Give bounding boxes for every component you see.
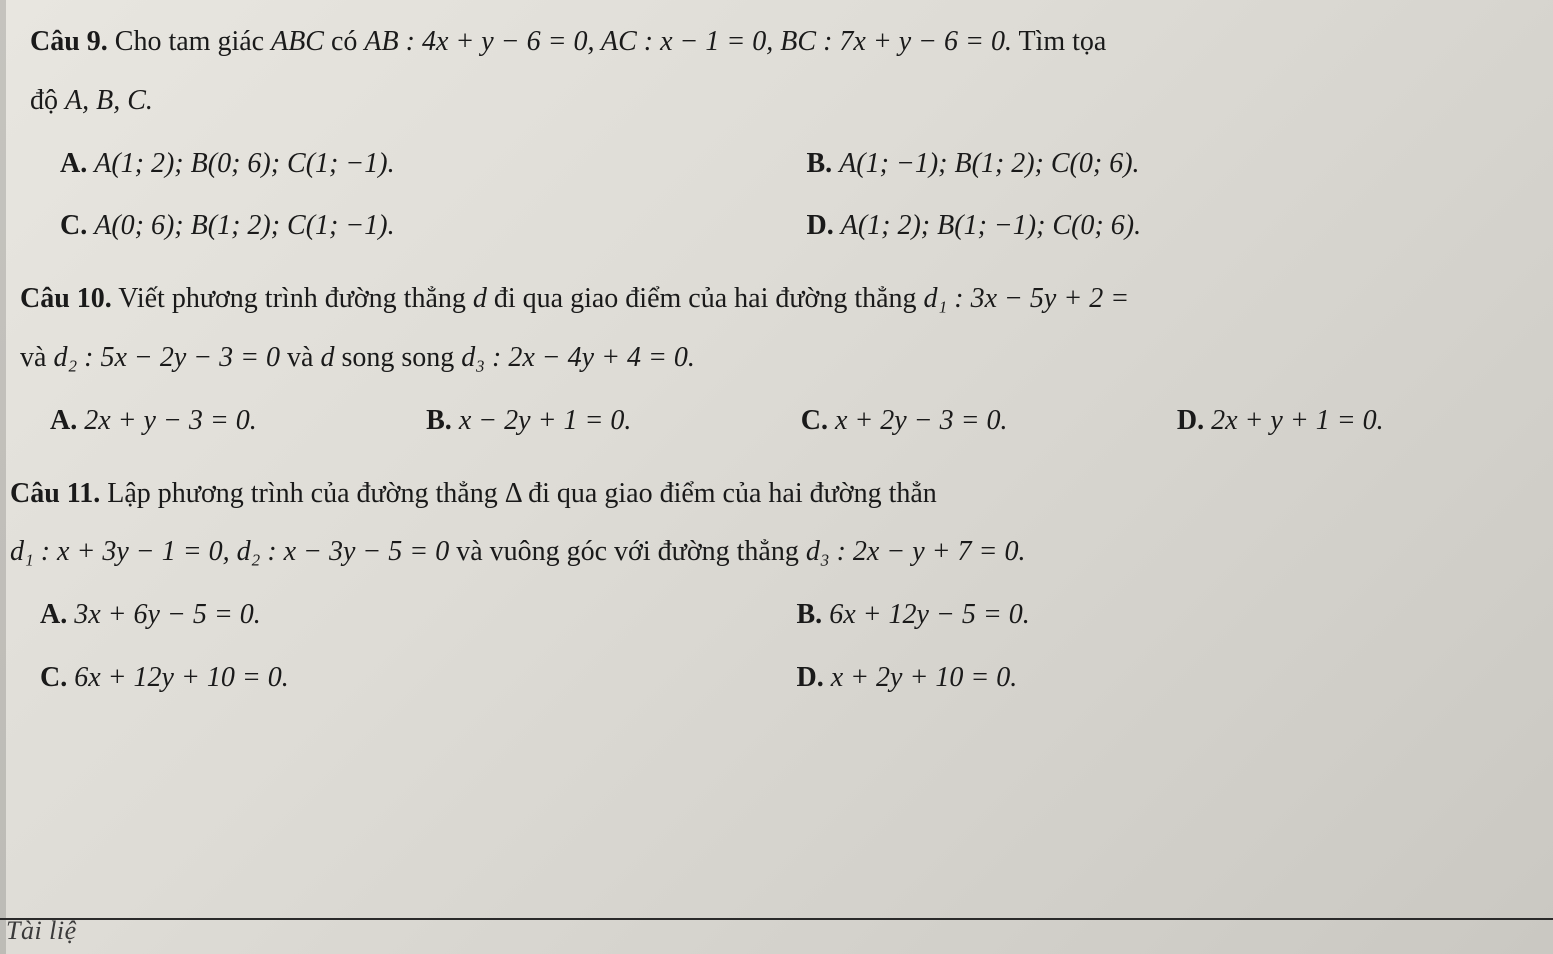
- question-10-options: A. 2x + y − 3 = 0. B. x − 2y + 1 = 0. C.…: [20, 399, 1513, 444]
- option-text: 2x + y − 3 = 0.: [84, 405, 257, 436]
- option-label: A.: [40, 599, 67, 630]
- question-10-text-b: đi qua giao điểm của hai đường thẳng: [487, 283, 924, 314]
- question-10-l2d: d: [320, 342, 334, 373]
- option-text: 3x + 6y − 5 = 0.: [74, 599, 261, 630]
- question-10-option-a: A. 2x + y − 3 = 0.: [50, 399, 386, 444]
- question-10-d1: d₁ : 3x − 5y + 2 =: [924, 283, 1130, 314]
- question-10: Câu 10. Viết phương trình đường thẳng d …: [20, 277, 1513, 443]
- option-label: C.: [801, 405, 828, 436]
- question-9-text-b: có: [324, 26, 364, 57]
- question-9-options: A. A(1; 2); B(0; 6); C(1; −1). B. A(1; −…: [30, 142, 1513, 250]
- question-9: Câu 9. Cho tam giác ABC có AB : 4x + y −…: [30, 20, 1513, 249]
- question-10-l2b: d₂ : 5x − 2y − 3 = 0: [53, 342, 280, 373]
- question-11-option-b: B. 6x + 12y − 5 = 0.: [797, 593, 1514, 638]
- question-10-l2c: và: [280, 342, 320, 373]
- question-9-line1: Câu 9. Cho tam giác ABC có AB : 4x + y −…: [30, 20, 1513, 65]
- option-label: C.: [40, 662, 67, 693]
- option-text: A(1; 2); B(1; −1); C(0; 6).: [841, 210, 1141, 241]
- question-10-l2e: song song: [334, 342, 461, 373]
- option-label: B.: [807, 148, 833, 179]
- question-9-label: Câu 9.: [30, 26, 108, 57]
- option-text: 6x + 12y + 10 = 0.: [74, 662, 289, 693]
- option-label: D.: [797, 662, 824, 693]
- question-9-eq: AB : 4x + y − 6 = 0, AC : x − 1 = 0, BC …: [364, 26, 1012, 57]
- question-11: Câu 11. Lập phương trình của đường thẳng…: [10, 472, 1513, 701]
- option-label: D.: [807, 210, 834, 241]
- question-11-label: Câu 11.: [10, 478, 100, 509]
- question-10-option-d: D. 2x + y + 1 = 0.: [1177, 399, 1513, 444]
- question-10-line1: Câu 10. Viết phương trình đường thẳng d …: [20, 277, 1513, 322]
- option-label: C.: [60, 210, 87, 241]
- question-11-option-d: D. x + 2y + 10 = 0.: [797, 656, 1514, 701]
- question-11-options: A. 3x + 6y − 5 = 0. B. 6x + 12y − 5 = 0.…: [10, 593, 1513, 701]
- question-10-option-b: B. x − 2y + 1 = 0.: [426, 399, 761, 444]
- question-11-l2c: d₃ : 2x − y + 7 = 0.: [806, 536, 1026, 567]
- question-10-l2f: d₃ : 2x − 4y + 4 = 0.: [461, 342, 695, 373]
- question-11-line1: Câu 11. Lập phương trình của đường thẳng…: [10, 472, 1513, 517]
- option-text: A(0; 6); B(1; 2); C(1; −1).: [94, 210, 394, 241]
- question-10-d: d: [473, 283, 487, 314]
- question-11-text-a: Lập phương trình của đường thẳng Δ đi qu…: [107, 478, 937, 509]
- question-9-option-b: B. A(1; −1); B(1; 2); C(0; 6).: [807, 142, 1514, 187]
- footer-text: Tài liệ: [6, 910, 77, 952]
- question-9-option-a: A. A(1; 2); B(0; 6); C(1; −1).: [60, 142, 767, 187]
- question-9-text-c: Tìm tọa: [1012, 26, 1106, 57]
- option-text: A(1; −1); B(1; 2); C(0; 6).: [839, 148, 1139, 179]
- question-10-text-a: Viết phương trình đường thẳng: [118, 283, 473, 314]
- option-text: 2x + y + 1 = 0.: [1211, 405, 1384, 436]
- question-9-text-a: Cho tam giác: [115, 26, 271, 57]
- option-text: A(1; 2); B(0; 6); C(1; −1).: [94, 148, 394, 179]
- option-label: B.: [797, 599, 823, 630]
- option-text: 6x + 12y − 5 = 0.: [829, 599, 1030, 630]
- option-label: A.: [50, 405, 77, 436]
- question-9-option-d: D. A(1; 2); B(1; −1); C(0; 6).: [807, 204, 1514, 249]
- question-11-line2: d₁ : x + 3y − 1 = 0, d₂ : x − 3y − 5 = 0…: [10, 530, 1513, 575]
- question-9-line2-b: A, B, C.: [65, 85, 153, 116]
- question-11-option-a: A. 3x + 6y − 5 = 0.: [40, 593, 757, 638]
- question-11-l2: d₁ : x + 3y − 1 = 0, d₂ : x − 3y − 5 = 0: [10, 536, 449, 567]
- option-text: x − 2y + 1 = 0.: [459, 405, 632, 436]
- question-9-line2: độ A, B, C.: [30, 79, 1513, 124]
- question-10-l2a: và: [20, 342, 53, 373]
- question-10-line2: và d₂ : 5x − 2y − 3 = 0 và d song song d…: [20, 336, 1513, 381]
- question-9-abc: ABC: [271, 26, 324, 57]
- question-11-l2b: và vuông góc với đường thẳng: [449, 536, 806, 567]
- question-11-option-c: C. 6x + 12y + 10 = 0.: [40, 656, 757, 701]
- option-text: x + 2y − 3 = 0.: [835, 405, 1008, 436]
- option-text: x + 2y + 10 = 0.: [831, 662, 1018, 693]
- question-10-label: Câu 10.: [20, 283, 112, 314]
- option-label: B.: [426, 405, 452, 436]
- divider: [0, 918, 1553, 920]
- question-10-option-c: C. x + 2y − 3 = 0.: [801, 399, 1137, 444]
- question-9-line2-a: độ: [30, 85, 65, 116]
- question-9-option-c: C. A(0; 6); B(1; 2); C(1; −1).: [60, 204, 767, 249]
- option-label: A.: [60, 148, 87, 179]
- option-label: D.: [1177, 405, 1204, 436]
